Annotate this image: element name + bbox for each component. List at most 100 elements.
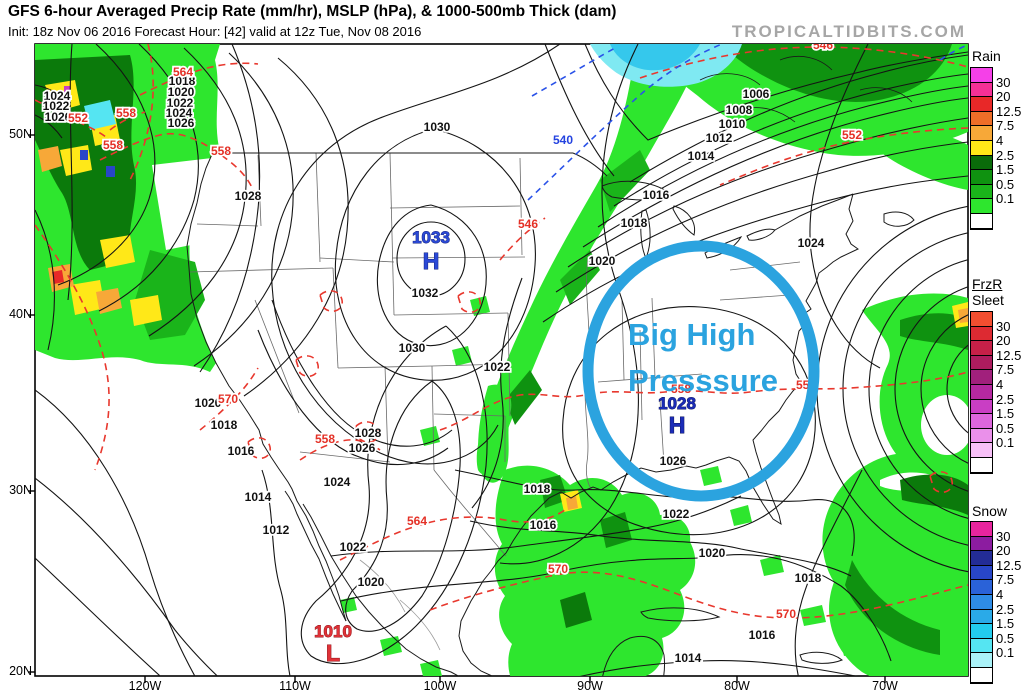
- legend-color-segment: [971, 140, 992, 156]
- contour-label: 570: [776, 607, 796, 621]
- legend-value: 20: [996, 333, 1011, 349]
- legend-value: 1.5: [996, 406, 1015, 422]
- annotation-circle: [582, 240, 820, 502]
- legend-title: FrzR Sleet: [972, 276, 1004, 308]
- map-title: GFS 6-hour Averaged Precip Rate (mm/hr),…: [8, 3, 617, 20]
- legend-value: 7.5: [996, 572, 1015, 588]
- contour-label: 1020: [358, 575, 385, 589]
- pressure-value-label: 1028: [658, 394, 696, 413]
- lat-label: 40N: [9, 307, 32, 321]
- contour-label: 1026: [349, 441, 376, 455]
- tropicaltidbits-watermark: TROPICALTIDBITS.COM: [731, 22, 966, 41]
- legend-bar: [970, 521, 993, 684]
- legend-value: 0.5: [996, 630, 1015, 646]
- legend-value: 2.5: [996, 601, 1015, 617]
- contour-label: 1018: [211, 418, 238, 432]
- contour-label: 1020: [195, 396, 222, 410]
- legend-color-segment: [971, 399, 992, 415]
- init-forecast-line: Init: 18z Nov 06 2016 Forecast Hour: [42…: [8, 24, 422, 39]
- contour-label: 1024: [166, 106, 193, 120]
- legend-bar: [970, 67, 993, 230]
- big-high-annotation: Big High Presssure: [582, 240, 820, 502]
- contour-label: 570: [548, 562, 568, 576]
- contour-label: 1014: [675, 651, 702, 665]
- contour-label: 1024: [798, 236, 825, 250]
- annotation-text-line2: Presssure: [628, 363, 778, 398]
- contour-label: 1022: [340, 540, 367, 554]
- contour-label: 1022: [167, 96, 194, 110]
- legend-color-segment: [971, 624, 992, 639]
- legend-color-segment: [971, 341, 992, 356]
- contour-label: 1010: [719, 117, 746, 131]
- legend-color-segment: [971, 536, 992, 552]
- legend-value: 1.5: [996, 162, 1015, 178]
- contour-label: 540: [553, 133, 573, 147]
- contour-label: 1016: [643, 188, 670, 202]
- legend-color-segment: [971, 370, 992, 385]
- legend-value: 20: [996, 89, 1011, 105]
- legend-title: Snow: [972, 503, 1008, 519]
- legend-color-segment: [971, 68, 992, 83]
- legend-value: 0.5: [996, 420, 1015, 436]
- annotation-text-line1: Big High: [628, 317, 755, 352]
- contour-label: 1020: [699, 546, 726, 560]
- contour-label: 1014: [245, 490, 272, 504]
- legend-color-segment: [971, 97, 992, 112]
- legend-value: 0.1: [996, 645, 1015, 661]
- legend-value: 4: [996, 587, 1004, 602]
- contour-label: 1006: [743, 87, 770, 101]
- contour-label: 1020: [589, 254, 616, 268]
- pressure-center-letter: L: [326, 640, 340, 666]
- legend-color-segment: [971, 609, 992, 625]
- legend-value: 30: [996, 528, 1011, 544]
- contour-label: 1012: [706, 131, 733, 145]
- contour-label: 552: [68, 111, 88, 125]
- legend-value: 4: [996, 133, 1004, 148]
- legend-color-segment: [971, 355, 992, 371]
- legend-value: 2.5: [996, 147, 1015, 163]
- legend-color-segment: [971, 184, 992, 200]
- legend-color-segment: [971, 638, 992, 654]
- legend-value: 0.5: [996, 176, 1015, 192]
- legend-color-segment: [971, 199, 992, 214]
- contour-label: 1012: [263, 523, 290, 537]
- contour-label: 1024: [44, 89, 71, 103]
- legend-color-segment: [971, 457, 992, 473]
- legend-value: 7.5: [996, 362, 1015, 378]
- contour-label: 564: [407, 514, 427, 528]
- lon-label: 120W: [128, 679, 162, 693]
- legend-value: 30: [996, 318, 1011, 334]
- contour-label: 1016: [530, 518, 557, 532]
- legend-color-segment: [971, 667, 992, 683]
- contour-label: 558: [315, 432, 335, 446]
- legend-color-segment: [971, 126, 992, 141]
- legend-value: 7.5: [996, 118, 1015, 134]
- contour-label: 558: [671, 382, 691, 396]
- lon-label: 70W: [872, 679, 898, 693]
- contour-label: 558: [116, 106, 136, 120]
- legend-color-segment: [971, 653, 992, 668]
- contour-label: 1016: [228, 444, 255, 458]
- mslp-contours: [35, 44, 968, 676]
- lon-label: 90W: [577, 679, 603, 693]
- contour-label: 1022: [663, 507, 690, 521]
- legend-value: 12.5: [996, 557, 1022, 573]
- contour-label: 1026: [168, 116, 195, 130]
- state-borders: [189, 152, 801, 651]
- contour-label: 1030: [399, 341, 426, 355]
- contour-label: 1008: [726, 103, 753, 117]
- lat-label: 50N: [9, 127, 32, 141]
- axis-ticks: [28, 134, 886, 683]
- legend-color-segment: [971, 594, 992, 610]
- precip-heavy-areas: [38, 44, 968, 512]
- legend-title: Rain: [972, 48, 1001, 64]
- legend-value: 4: [996, 377, 1004, 392]
- legend-value: 12.5: [996, 347, 1022, 363]
- contour-labels: 1018102010221024102610281030103210301022…: [41, 38, 864, 667]
- contour-label: 1026: [660, 454, 687, 468]
- contour-label: 552: [842, 128, 862, 142]
- contour-label: 546: [813, 38, 833, 52]
